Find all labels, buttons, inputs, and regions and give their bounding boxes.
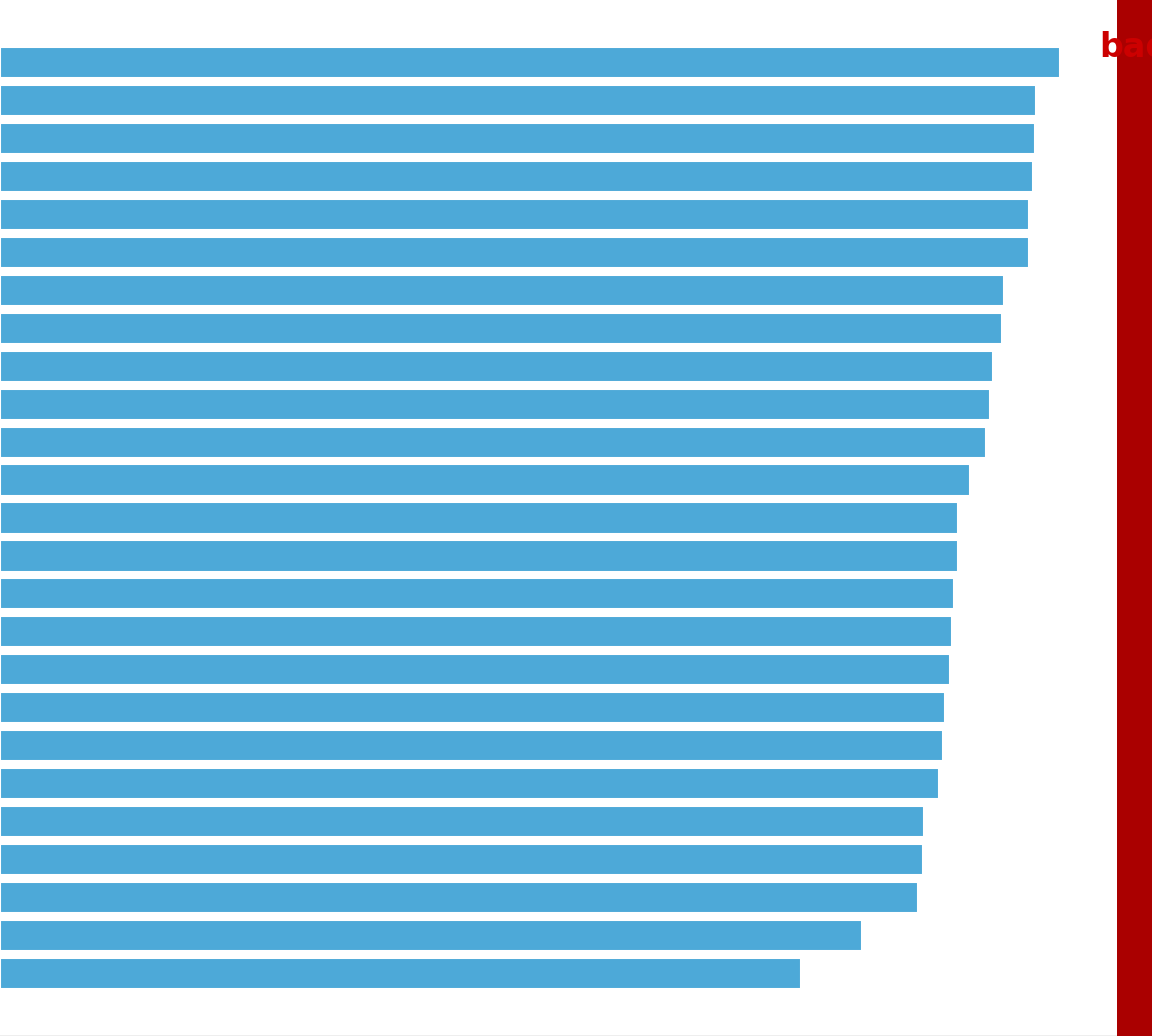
Bar <box>0 768 939 799</box>
Bar <box>0 388 991 420</box>
Bar <box>0 237 1029 268</box>
Bar <box>0 502 958 534</box>
Bar <box>0 806 924 837</box>
Bar <box>0 161 1032 192</box>
Bar <box>0 427 986 458</box>
Bar <box>0 920 862 951</box>
Bar <box>0 616 952 648</box>
Bar <box>0 123 1036 154</box>
Bar <box>0 199 1029 230</box>
Bar <box>0 578 954 609</box>
Bar <box>0 882 918 913</box>
Bar <box>0 85 1036 116</box>
Bar <box>0 47 1060 78</box>
Bar <box>0 692 945 723</box>
Bar <box>0 464 970 495</box>
Text: bad: bad <box>1100 31 1152 64</box>
Bar <box>0 275 1005 306</box>
Bar <box>0 958 801 989</box>
Bar <box>0 844 923 875</box>
Bar <box>0 654 949 686</box>
Bar <box>0 730 943 761</box>
Bar <box>0 350 993 382</box>
Bar <box>0 313 1002 344</box>
Bar <box>0 541 958 572</box>
